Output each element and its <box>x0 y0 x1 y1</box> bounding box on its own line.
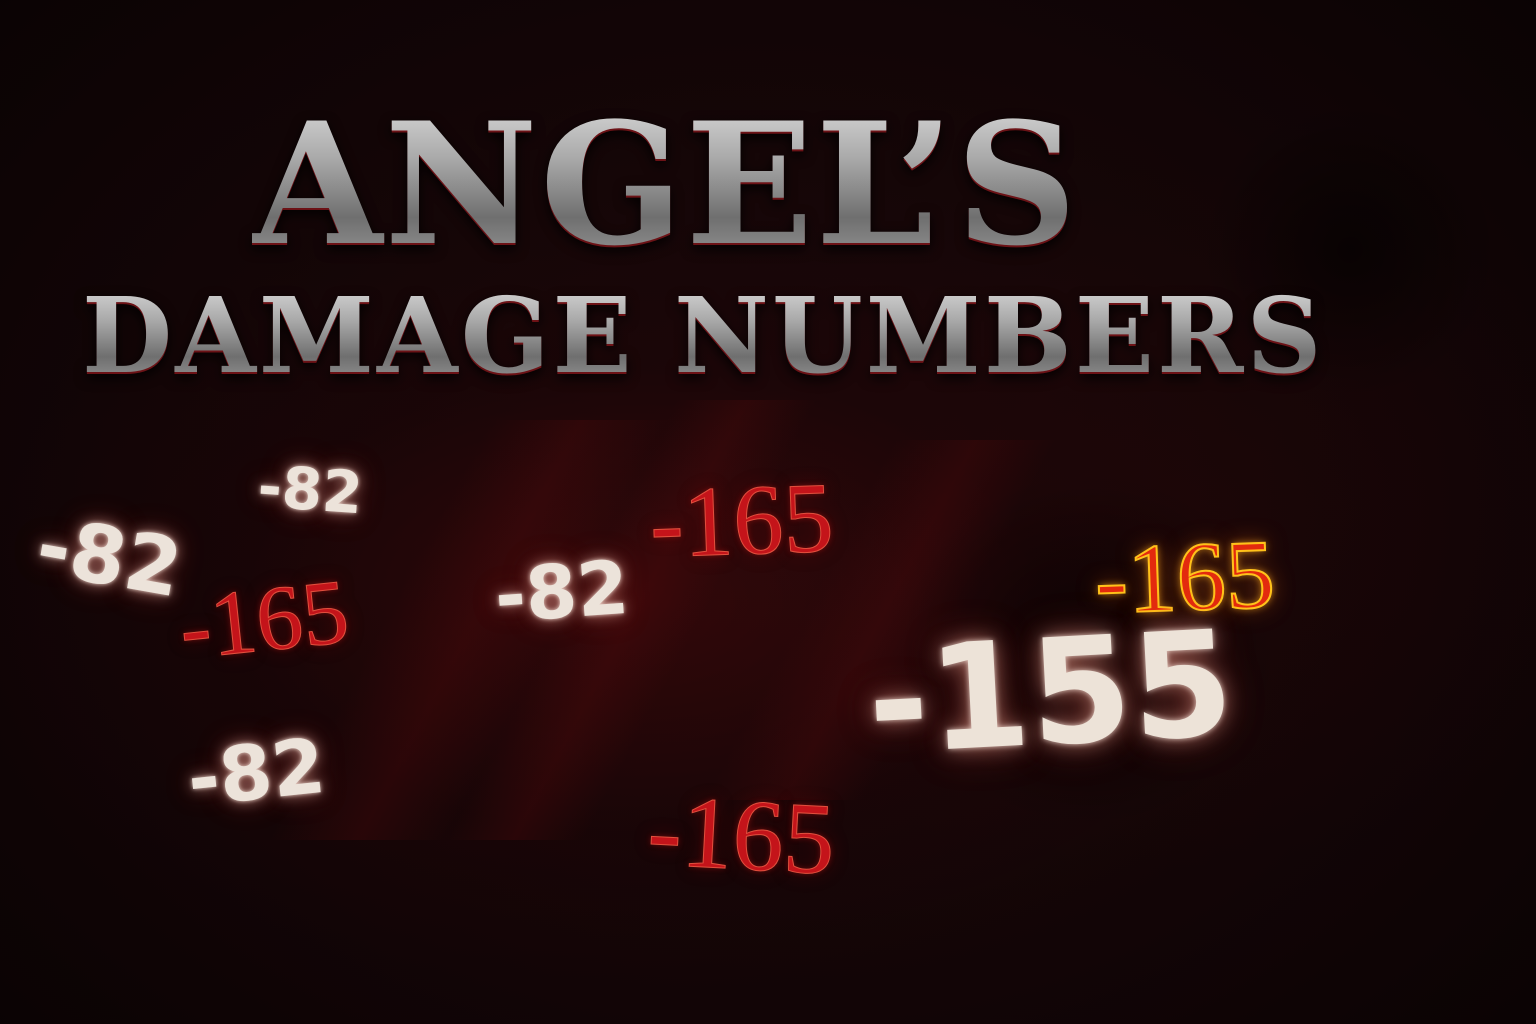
damage-number: -165 <box>648 461 836 579</box>
damage-number: -82 <box>492 544 632 640</box>
damage-number: -82 <box>255 452 365 528</box>
damage-number: -82 <box>183 720 330 824</box>
damage-number: -165 <box>174 559 354 679</box>
damage-number: -82 <box>30 498 189 616</box>
damage-number: -165 <box>645 774 839 898</box>
title-angels: ANGEL’S <box>252 85 1080 283</box>
large-damage-number: -155 <box>863 598 1238 788</box>
title-damage-numbers: DAMAGE NUMBERS <box>82 274 1325 397</box>
